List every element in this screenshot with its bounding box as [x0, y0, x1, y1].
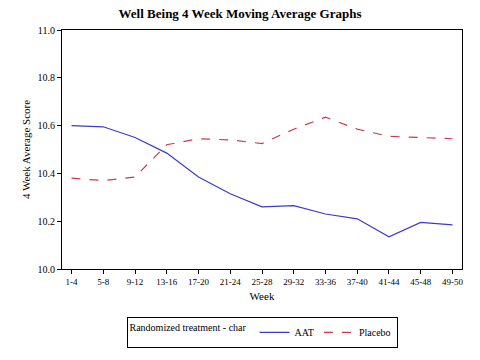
svg-text:Randomized treatment - char: Randomized treatment - char [130, 322, 247, 333]
svg-text:4 Week Average Score: 4 Week Average Score [20, 100, 32, 199]
svg-text:45-48: 45-48 [410, 277, 431, 287]
svg-text:29-32: 29-32 [283, 277, 304, 287]
svg-text:10.6: 10.6 [38, 120, 56, 131]
svg-text:49-50: 49-50 [442, 277, 463, 287]
svg-text:AAT: AAT [295, 327, 314, 338]
svg-text:33-36: 33-36 [315, 277, 336, 287]
svg-text:17-20: 17-20 [188, 277, 209, 287]
svg-text:5-8: 5-8 [97, 277, 109, 287]
svg-text:Week: Week [250, 290, 275, 302]
svg-text:1-4: 1-4 [66, 277, 78, 287]
svg-text:10.4: 10.4 [38, 168, 56, 179]
svg-text:41-44: 41-44 [378, 277, 399, 287]
svg-text:21-24: 21-24 [220, 277, 241, 287]
svg-text:11.0: 11.0 [38, 25, 55, 36]
svg-text:10.2: 10.2 [38, 216, 56, 227]
svg-text:37-40: 37-40 [347, 277, 368, 287]
svg-text:10.0: 10.0 [38, 264, 56, 275]
svg-text:13-16: 13-16 [156, 277, 177, 287]
svg-text:Well Being 4 Week Moving Avera: Well Being 4 Week Moving Average Graphs [119, 6, 362, 21]
svg-text:Placebo: Placebo [359, 327, 391, 338]
svg-text:10.8: 10.8 [38, 72, 56, 83]
svg-text:9-12: 9-12 [127, 277, 144, 287]
svg-text:25-28: 25-28 [252, 277, 273, 287]
